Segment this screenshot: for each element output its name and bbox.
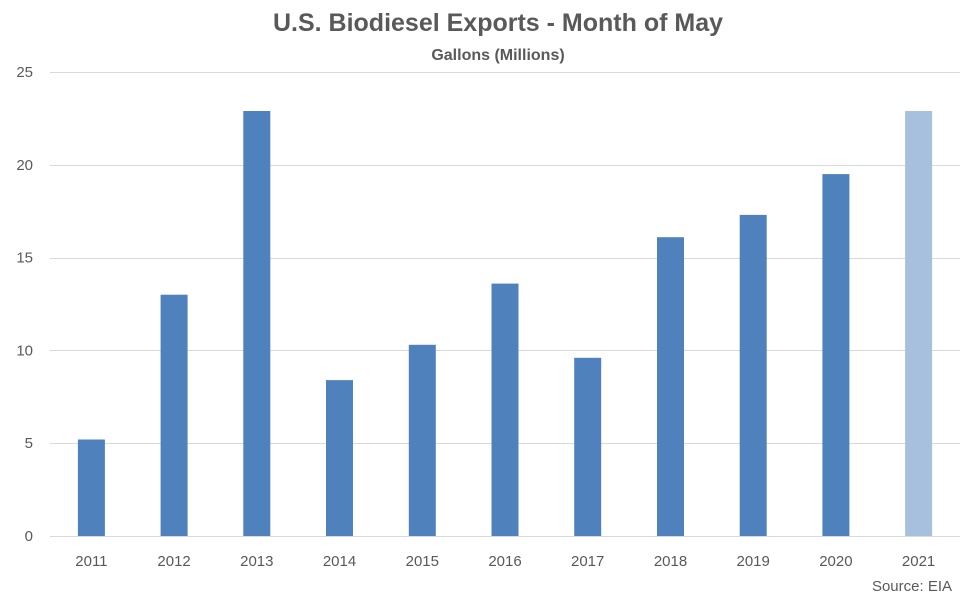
bar-2016 <box>491 283 519 536</box>
chart-subtitle: Gallons (Millions) <box>431 47 564 64</box>
x-tick-label: 2018 <box>654 553 687 570</box>
y-tick-label: 20 <box>16 157 33 174</box>
bar-2015 <box>408 344 436 536</box>
x-tick-label: 2016 <box>488 553 521 570</box>
y-tick-label: 5 <box>25 435 33 452</box>
x-tick-label: 2015 <box>406 553 439 570</box>
x-tick-label: 2011 <box>75 553 107 570</box>
y-axis-ticks: 0 5 10 15 20 25 <box>16 64 33 545</box>
bar-2019 <box>739 214 767 536</box>
x-tick-label: 2012 <box>157 553 190 570</box>
y-tick-label: 25 <box>16 64 33 81</box>
bar-2012 <box>160 294 188 536</box>
y-tick-label: 10 <box>16 342 33 359</box>
x-tick-label: 2019 <box>737 553 770 570</box>
x-tick-label: 2014 <box>323 553 356 570</box>
chart-title: U.S. Biodiesel Exports - Month of May <box>273 9 723 37</box>
bar-2017 <box>574 357 602 536</box>
bar-2013 <box>243 111 271 536</box>
x-tick-label: 2017 <box>571 553 604 570</box>
bars <box>77 111 933 536</box>
x-tick-label: 2021 <box>902 553 935 570</box>
bar-2011 <box>77 439 105 536</box>
y-tick-label: 15 <box>16 250 33 267</box>
bar-2018 <box>657 237 684 536</box>
x-axis-ticks: 2011 2012 2013 2014 2015 2016 2017 2018 2019 2020… <box>75 553 935 570</box>
x-tick-label: 2020 <box>819 553 852 570</box>
y-tick-label: 0 <box>25 528 33 545</box>
bar-2020 <box>822 174 850 536</box>
source-note: Source: EIA <box>872 578 952 595</box>
x-tick-label: 2013 <box>240 553 273 570</box>
bar-2014 <box>326 380 353 536</box>
bar-2021 <box>905 111 933 536</box>
